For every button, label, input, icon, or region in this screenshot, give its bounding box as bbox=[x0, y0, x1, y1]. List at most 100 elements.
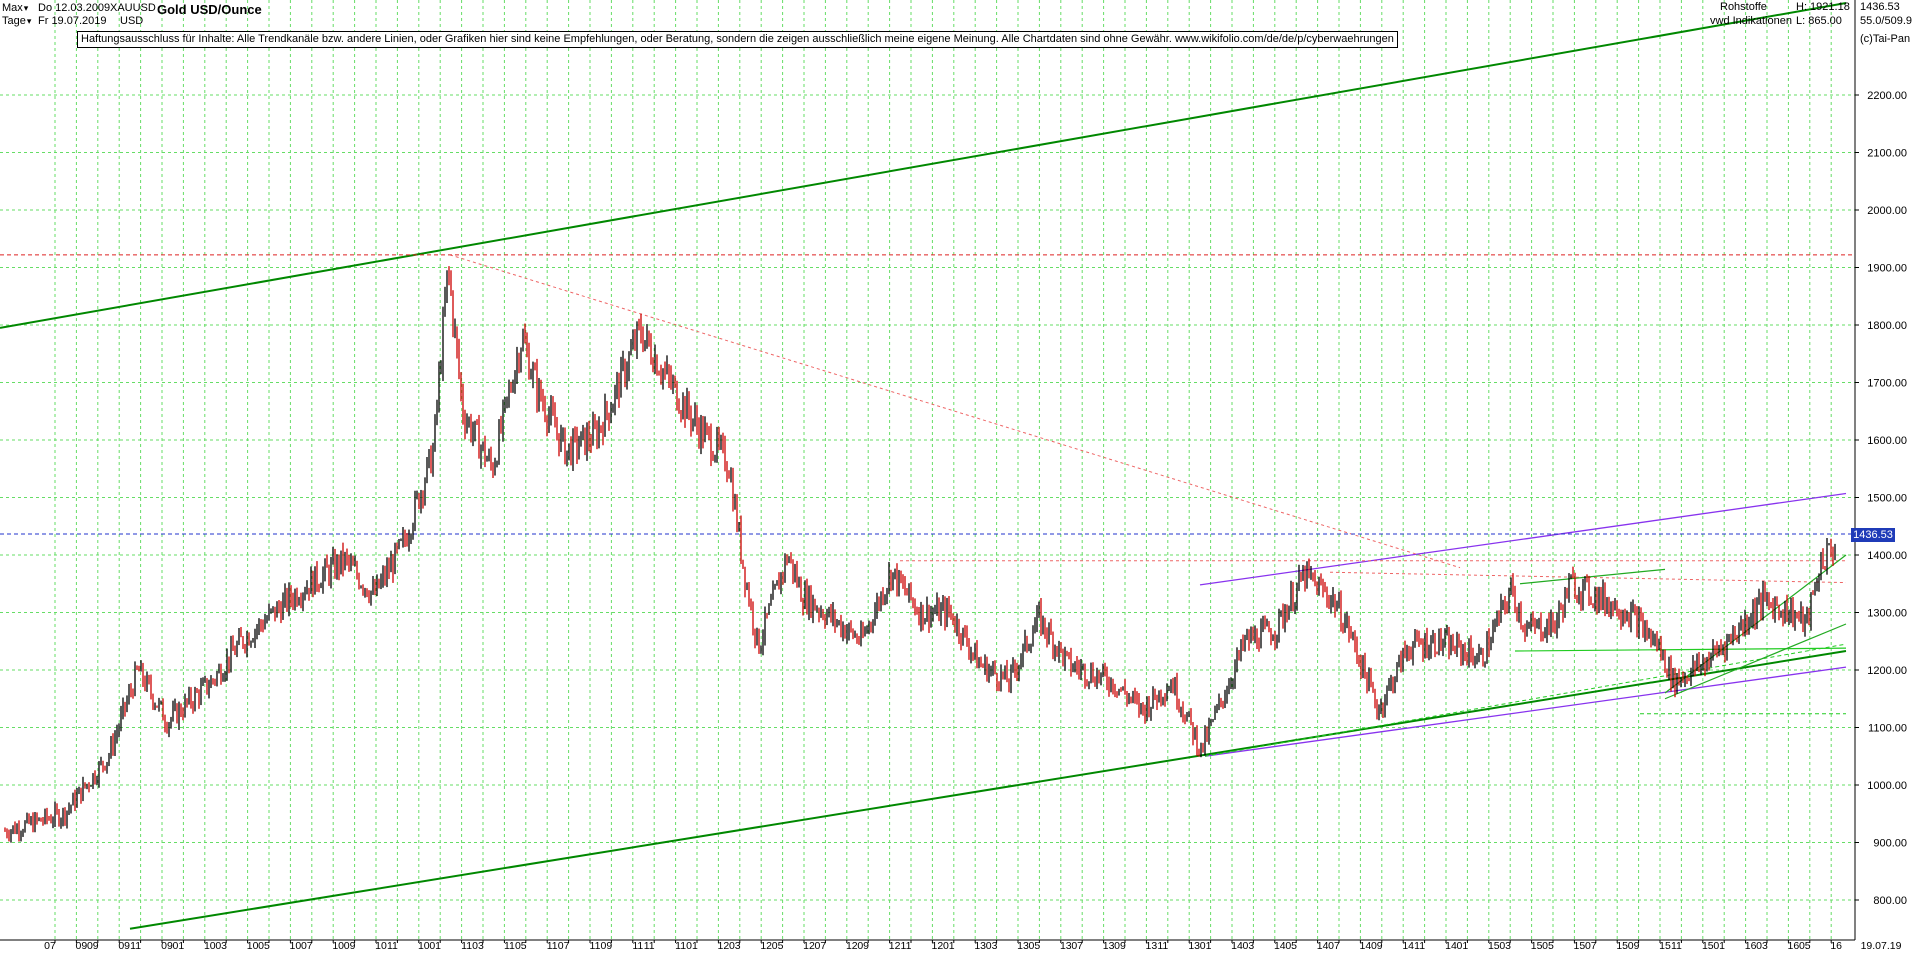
x-tick-label: 09 bbox=[1371, 940, 1383, 952]
category-label: Rohstoffe bbox=[1720, 1, 1767, 13]
y-tick-label: 1800.00 bbox=[1867, 320, 1907, 332]
x-tick-label: 03 bbox=[1243, 940, 1255, 952]
x-tick-label: 09 bbox=[76, 940, 88, 952]
x-tick-label: 05 bbox=[515, 940, 527, 952]
x-tick-label: 13 bbox=[1188, 940, 1200, 952]
x-tick-label: 14 bbox=[1402, 940, 1414, 952]
x-tick-label: 03 bbox=[1499, 940, 1511, 952]
x-tick-label: 09 bbox=[161, 940, 173, 952]
green-dashed-support bbox=[1204, 643, 1847, 757]
x-tick-label: 03 bbox=[729, 940, 741, 952]
x-tick-label: 07 bbox=[301, 940, 313, 952]
y-tick-label: 2200.00 bbox=[1867, 90, 1907, 102]
x-tick-label: 14 bbox=[1360, 940, 1372, 952]
x-tick-label: 10 bbox=[375, 940, 387, 952]
lower-channel-line bbox=[129, 650, 1847, 930]
x-tick-label: 11 bbox=[1671, 940, 1682, 952]
x-tick-label: 13 bbox=[1103, 940, 1115, 952]
x-tick-label: 05 bbox=[258, 940, 270, 952]
y-tick-label: 1300.00 bbox=[1867, 608, 1907, 620]
x-tick-label: 14 bbox=[1317, 940, 1329, 952]
x-tick-label: 15 bbox=[1659, 940, 1671, 952]
x-tick-label: 15 bbox=[1616, 940, 1628, 952]
copyright-label: (c)Tai-Pan bbox=[1860, 33, 1911, 45]
x-tick-label: 07 bbox=[1328, 940, 1340, 952]
x-tick-label: 10 bbox=[204, 940, 216, 952]
y-tick-label: 1000.00 bbox=[1867, 780, 1907, 792]
x-tick-label: 01 bbox=[429, 940, 441, 952]
x-tick-label: 01 bbox=[1457, 940, 1469, 952]
x-tick-label: 15 bbox=[1488, 940, 1500, 952]
y-tick-label: 2100.00 bbox=[1867, 148, 1907, 160]
y-tick-label: 1400.00 bbox=[1867, 550, 1907, 562]
x-tick-label: 09 bbox=[857, 940, 869, 952]
green-triangle-lower bbox=[1514, 647, 1847, 652]
range-dropdown[interactable]: Max bbox=[2, 2, 28, 14]
x-tick-label: 13 bbox=[1146, 940, 1158, 952]
chart-header: Max Tage Do 12.03.2009 Fr 19.07.2019 XAU… bbox=[0, 0, 1912, 45]
x-tick-label: 11 bbox=[644, 940, 655, 952]
x-tick-label: 11 bbox=[547, 940, 558, 952]
y-tick-label: 1900.00 bbox=[1867, 263, 1907, 275]
disclaimer-box: Haftungsausschluss für Inhalte: Alle Tre… bbox=[77, 31, 1398, 48]
x-tick-label: 12 bbox=[760, 940, 772, 952]
x-tick-label: 15 bbox=[1531, 940, 1543, 952]
start-date: Do 12.03.2009 bbox=[38, 2, 111, 14]
x-tick-label: 05 bbox=[772, 940, 784, 952]
x-tick-label: 12 bbox=[932, 940, 944, 952]
x-tick-label: 05 bbox=[1285, 940, 1297, 952]
last-price: 1436.53 bbox=[1860, 1, 1900, 13]
x-tick-label: 07 bbox=[1585, 940, 1597, 952]
interval-dropdown[interactable]: Tage bbox=[2, 15, 31, 27]
purple-resistance-line bbox=[1199, 492, 1847, 586]
chart-title: Gold USD/Ounce bbox=[157, 2, 262, 17]
y-tick-label: 1100.00 bbox=[1868, 723, 1907, 735]
x-tick-label: 11 bbox=[387, 940, 398, 952]
trend-lines bbox=[0, 2, 1855, 930]
x-tick-label: 11 bbox=[675, 940, 686, 952]
y-tick-label: 1700.00 bbox=[1867, 378, 1907, 390]
x-tick-label: 10 bbox=[418, 940, 430, 952]
x-tick-label: 01 bbox=[1200, 940, 1212, 952]
x-tick-label: 12 bbox=[803, 940, 815, 952]
x-tick-label: 13 bbox=[1017, 940, 1029, 952]
green-rising-channel-lower bbox=[1664, 623, 1847, 700]
x-tick-label: 11 bbox=[504, 940, 515, 952]
x-tick-label: 09 bbox=[601, 940, 613, 952]
x-tick-label: 09 bbox=[118, 940, 130, 952]
x-tick-label: 07 bbox=[558, 940, 570, 952]
y-tick-label: 1500.00 bbox=[1867, 493, 1907, 505]
y-tick-label: 2000.00 bbox=[1867, 205, 1907, 217]
x-tick-label: 11 bbox=[632, 940, 643, 952]
x-tick-label: 01 bbox=[173, 940, 185, 952]
y-tick-label: 900.00 bbox=[1873, 838, 1907, 850]
chart-grid bbox=[0, 0, 1855, 940]
high-value: H: 1921.18 bbox=[1796, 1, 1850, 13]
x-tick-label: 11 bbox=[130, 940, 141, 952]
x-tick-label: 01 bbox=[1713, 940, 1725, 952]
x-tick-label: 13 bbox=[974, 940, 986, 952]
y-tick-label: 1200.00 bbox=[1867, 665, 1907, 677]
green-triangle-upper bbox=[1519, 568, 1666, 585]
y-axis: 800.00 900.00 1000.00 1100.00 1200.00 1300.00… bbox=[1854, 0, 1907, 940]
x-tick-label: 11 bbox=[1157, 940, 1168, 952]
x-tick-label: 10 bbox=[290, 940, 302, 952]
x-tick-label: 01 bbox=[943, 940, 955, 952]
price-series bbox=[4, 266, 1836, 843]
x-tick-label: 12 bbox=[718, 940, 730, 952]
ratio-value: 55.0/509.9 bbox=[1860, 15, 1912, 27]
x-tick-label: 11 bbox=[1414, 940, 1425, 952]
x-axis: 07 09 09 09 11 09 01 10 03 10 05 10 07 10 09 10 11 10 01 11… bbox=[0, 939, 1902, 952]
x-tick-label: 09 bbox=[1628, 940, 1640, 952]
low-value: L: 865.00 bbox=[1796, 15, 1842, 27]
x-tick-label: 12 bbox=[846, 940, 858, 952]
x-end-label: 19.07.19 bbox=[1861, 940, 1902, 952]
purple-support-line bbox=[1204, 666, 1847, 757]
x-tick-label: 05 bbox=[1029, 940, 1041, 952]
x-tick-label: 05 bbox=[1542, 940, 1554, 952]
x-tick-label: 07 bbox=[1071, 940, 1083, 952]
y-tick-label: 1600.00 bbox=[1867, 435, 1907, 447]
x-tick-label: 12 bbox=[889, 940, 901, 952]
